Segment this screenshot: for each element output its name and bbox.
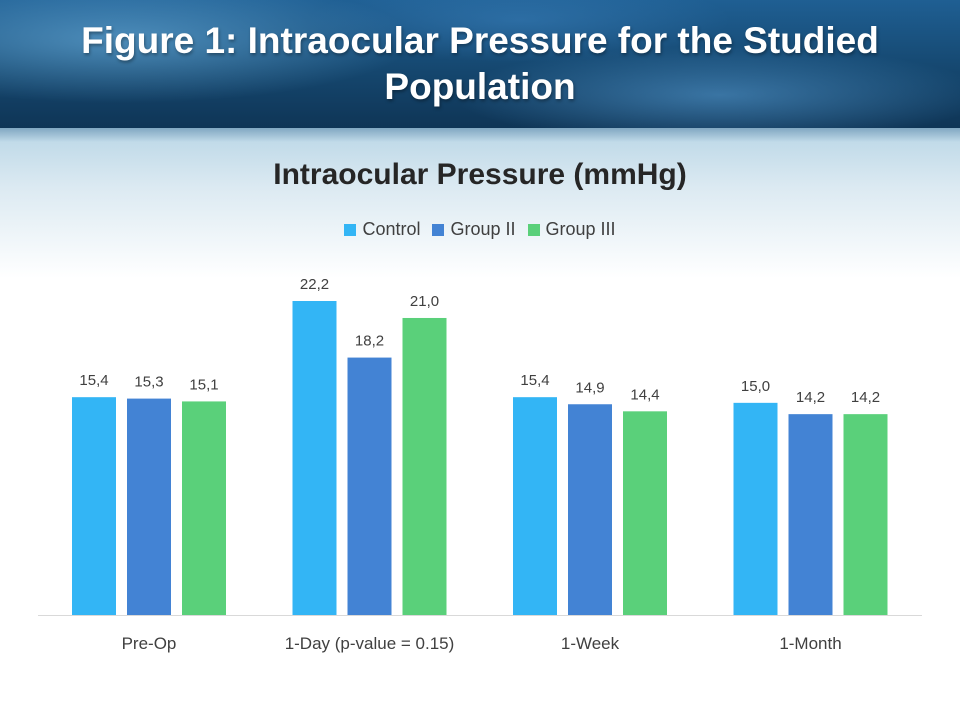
legend-swatch-control xyxy=(344,223,357,236)
bar-group-iii-3 xyxy=(623,411,667,615)
bar-control-1 xyxy=(72,397,116,615)
data-label-control-1: 15,4 xyxy=(79,372,108,389)
legend-swatch-group-ii xyxy=(432,223,445,236)
chart-legend: Control Group II Group III xyxy=(0,219,960,240)
legend-item-control: Control xyxy=(344,219,420,240)
data-label-group-iii-4: 14,2 xyxy=(851,389,880,406)
bar-group-ii-1 xyxy=(127,398,171,615)
category-label-2: 1-Day (p-value = 0.15) xyxy=(285,634,455,653)
legend-swatch-group-iii xyxy=(527,223,540,236)
bar-group-ii-3 xyxy=(568,404,612,615)
bar-control-2 xyxy=(292,301,337,615)
data-label-group-ii-2: 18,2 xyxy=(355,333,384,350)
legend-item-group-ii: Group II xyxy=(432,219,516,240)
legend-label-group-ii: Group II xyxy=(450,219,516,239)
data-label-group-ii-4: 14,2 xyxy=(796,389,825,406)
background-shadow xyxy=(0,128,960,142)
data-label-group-iii-2: 21,0 xyxy=(410,293,439,310)
chart-title: Intraocular Pressure (mmHg) xyxy=(273,158,687,191)
category-label-1: Pre-Op xyxy=(122,634,177,653)
data-label-control-2: 22,2 xyxy=(300,276,329,293)
data-label-control-4: 15,0 xyxy=(741,378,770,395)
bar-group-iii-1 xyxy=(182,401,226,615)
bar-group-ii-4 xyxy=(788,414,833,615)
data-label-group-ii-1: 15,3 xyxy=(134,374,163,391)
bar-group-iii-4 xyxy=(843,414,888,615)
slide-title: Figure 1: Intraocular Pressure for the S… xyxy=(81,20,879,107)
bar-control-4 xyxy=(733,402,778,615)
legend-item-group-iii: Group III xyxy=(527,219,616,240)
bar-control-3 xyxy=(513,397,557,615)
title-banner: Figure 1: Intraocular Pressure for the S… xyxy=(0,0,960,128)
category-label-4: 1-Month xyxy=(779,634,841,653)
data-label-group-iii-3: 14,4 xyxy=(630,386,659,403)
data-label-group-iii-1: 15,1 xyxy=(189,376,218,393)
legend-label-group-iii: Group III xyxy=(545,219,616,239)
category-label-3: 1-Week xyxy=(561,634,620,653)
bar-group-ii-2 xyxy=(347,357,392,615)
background-wash xyxy=(0,128,960,278)
data-label-group-ii-3: 14,9 xyxy=(575,379,604,396)
data-label-control-3: 15,4 xyxy=(520,372,549,389)
legend-label-control: Control xyxy=(362,219,421,239)
bar-group-iii-2 xyxy=(402,317,447,615)
